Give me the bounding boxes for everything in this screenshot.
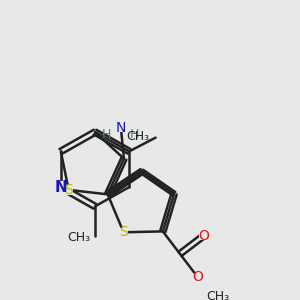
Text: N: N [116, 121, 126, 135]
Text: S: S [64, 183, 73, 197]
Text: H: H [101, 128, 111, 142]
FancyBboxPatch shape [119, 227, 128, 237]
FancyBboxPatch shape [194, 273, 202, 282]
Text: N: N [55, 180, 67, 195]
Text: O: O [198, 229, 209, 243]
FancyBboxPatch shape [200, 231, 208, 240]
Text: O: O [193, 271, 203, 284]
FancyBboxPatch shape [117, 123, 125, 132]
Text: H: H [130, 128, 139, 142]
FancyBboxPatch shape [64, 185, 73, 195]
Text: CH₃: CH₃ [127, 130, 150, 143]
Text: CH₃: CH₃ [207, 290, 230, 300]
Text: S: S [119, 225, 128, 239]
Text: CH₃: CH₃ [68, 231, 91, 244]
FancyBboxPatch shape [55, 182, 67, 193]
